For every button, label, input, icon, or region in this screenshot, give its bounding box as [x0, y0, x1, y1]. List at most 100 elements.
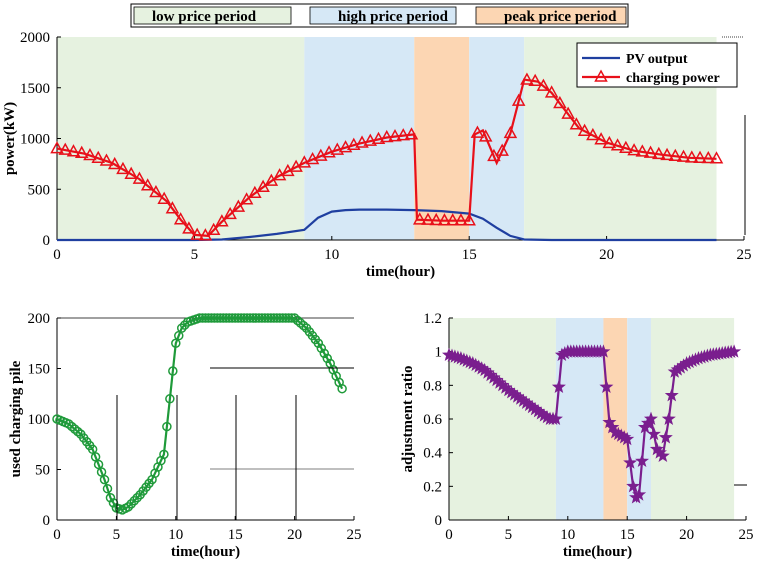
- data-point: [322, 353, 333, 364]
- y-tick-label: 1000: [20, 132, 50, 148]
- y-axis-label: used charging pile: [8, 360, 24, 477]
- y-tick-label: 0.2: [423, 479, 442, 495]
- data-point: [231, 199, 246, 212]
- data-point: [404, 127, 419, 140]
- data-point: [99, 474, 110, 485]
- period-legend: low price period high price period peak pr…: [130, 3, 629, 28]
- y-tick-label: 200: [28, 311, 51, 327]
- data-point: [102, 483, 113, 494]
- data-point: [338, 140, 353, 153]
- data-point: [727, 344, 742, 358]
- x-tick-label: 5: [191, 247, 199, 263]
- x-axis-label: time(hour): [171, 544, 240, 560]
- chart-3: 0 5 10 15 20 25 0 0.2 0.4 0.6 0.8 1 1.2 time(hour) adj…: [400, 311, 754, 560]
- data-point: [182, 221, 196, 234]
- data-point: [627, 143, 641, 156]
- data-point: [165, 394, 175, 404]
- data-point: [245, 313, 255, 323]
- data-point: [454, 213, 468, 226]
- data-point: [233, 313, 243, 323]
- period-band-low: [449, 318, 556, 520]
- data-point: [709, 151, 724, 164]
- data-point: [551, 379, 566, 394]
- data-point: [646, 426, 661, 441]
- data-point: [520, 72, 534, 85]
- data-point: [536, 78, 551, 91]
- data-point: [626, 478, 641, 493]
- data-point: [236, 313, 246, 323]
- data-point: [314, 148, 328, 161]
- data-point: [206, 313, 217, 323]
- x-tick-label: 15: [462, 247, 477, 263]
- legend-label-charging: charging power: [626, 71, 720, 86]
- data-point: [599, 379, 614, 394]
- data-point: [283, 313, 294, 323]
- data-point: [239, 192, 254, 205]
- x-tick-label: 15: [620, 527, 635, 543]
- data-point: [322, 145, 336, 158]
- data-point: [224, 313, 235, 323]
- data-point: [553, 95, 567, 109]
- x-tick-label: 25: [739, 527, 754, 543]
- y-tick-label: 50: [35, 463, 50, 479]
- data-point: [337, 383, 347, 394]
- x-tick-label: 5: [113, 527, 121, 543]
- data-point: [239, 313, 249, 323]
- data-point: [347, 137, 361, 150]
- y-tick-label: 0.6: [423, 412, 442, 428]
- data-point: [685, 150, 699, 163]
- data-point: [503, 125, 518, 139]
- data-point: [652, 146, 666, 160]
- data-point: [305, 151, 320, 165]
- y-tick-label: 500: [28, 182, 51, 198]
- period-band-peak: [603, 318, 628, 520]
- data-point: [116, 161, 130, 175]
- data-point: [165, 201, 180, 214]
- data-point: [396, 128, 411, 141]
- data-point: [124, 166, 138, 179]
- x-tick-label: 20: [679, 527, 694, 543]
- data-point: [421, 212, 435, 225]
- data-point: [126, 499, 136, 509]
- y-tick-label: 100: [28, 412, 51, 428]
- data-point: [221, 313, 232, 323]
- data-point: [275, 313, 285, 323]
- data-point: [230, 313, 240, 323]
- data-point: [159, 449, 169, 460]
- period-band-high: [627, 318, 651, 520]
- chart-2: 0 5 10 15 20 25 0 50 100 150 200 time(hour) used cha…: [8, 311, 362, 560]
- data-point: [286, 313, 297, 323]
- data-point: [635, 453, 650, 468]
- data-point: [623, 455, 638, 469]
- data-point: [99, 153, 114, 166]
- data-point: [280, 313, 291, 323]
- series-line-series: [56, 316, 344, 512]
- data-point: [330, 142, 345, 155]
- data-point: [83, 147, 97, 161]
- data-point: [256, 179, 270, 192]
- data-point: [371, 131, 386, 145]
- x-axis-label: time(hour): [366, 264, 435, 280]
- data-point: [132, 493, 142, 503]
- series-legend-box: [576, 42, 738, 88]
- data-point: [266, 313, 276, 323]
- y-tick-label: 0.4: [423, 446, 442, 462]
- data-point: [107, 156, 122, 170]
- data-point: [437, 213, 452, 226]
- data-point: [701, 150, 716, 164]
- data-point: [215, 214, 229, 227]
- data-point: [157, 191, 171, 204]
- data-point: [58, 142, 73, 155]
- data-point: [544, 85, 559, 98]
- guide-lines: [116, 36, 747, 520]
- period-label-low: low price period: [152, 9, 257, 25]
- series-legend: PV output charging power: [576, 42, 738, 88]
- data-point: [129, 496, 139, 506]
- data-point: [643, 145, 658, 158]
- data-point: [257, 313, 267, 323]
- data-point: [50, 141, 64, 154]
- y-tick-label: 0: [435, 513, 443, 529]
- data-point: [269, 313, 279, 323]
- data-point: [298, 320, 309, 331]
